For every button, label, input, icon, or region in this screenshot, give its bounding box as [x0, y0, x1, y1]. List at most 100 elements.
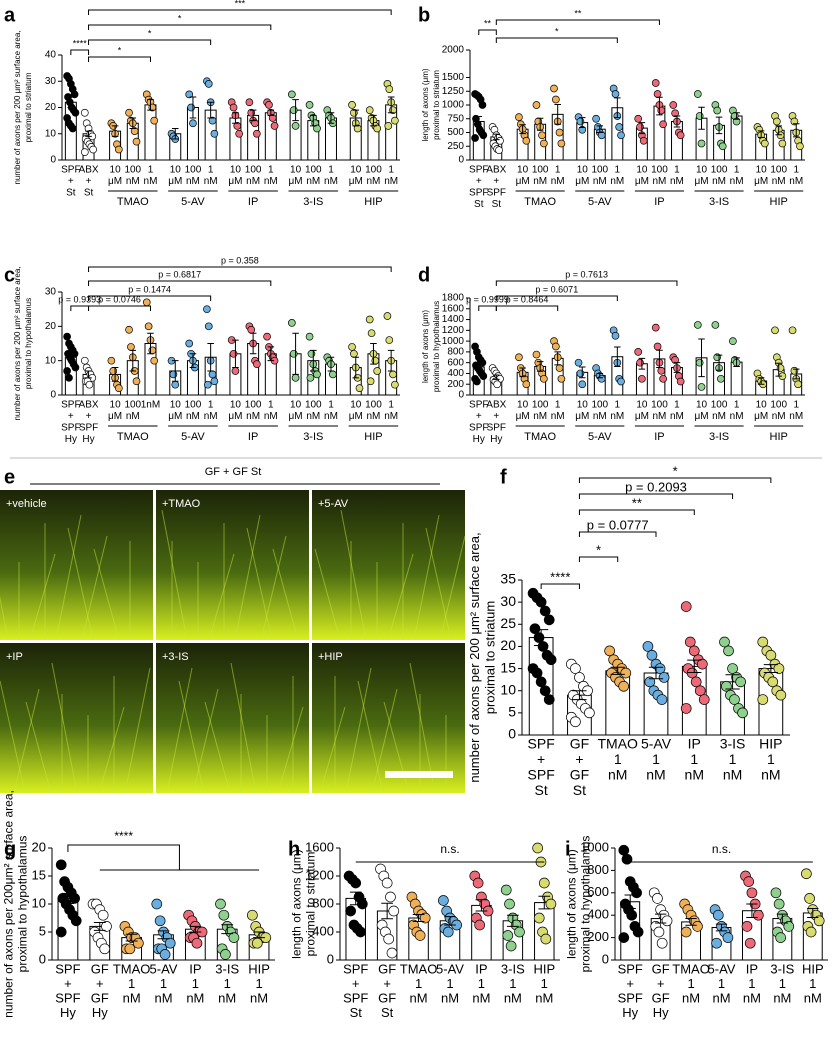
data-point	[597, 374, 606, 383]
x-tick-label: 1	[388, 165, 394, 176]
tile-label: +IP	[6, 651, 23, 663]
error-bar	[536, 361, 544, 372]
x-tick-label: SPF	[487, 188, 506, 199]
x-tick-label: 1	[255, 976, 262, 991]
panel-letter: e	[4, 466, 15, 488]
x-tick-label: 100	[305, 400, 322, 411]
data-point	[592, 114, 600, 123]
data-point	[775, 689, 787, 701]
axon-streak	[0, 595, 9, 641]
data-point	[690, 676, 702, 688]
error-bar	[85, 130, 92, 137]
data-point	[251, 119, 259, 128]
tile-label: +vehicle	[6, 498, 47, 510]
x-tick-label: SPF	[469, 400, 488, 411]
x-tick-label: 1	[541, 976, 548, 991]
data-point	[515, 353, 523, 362]
x-tick-label: 100	[711, 400, 728, 411]
data-point	[711, 321, 720, 329]
y-tick-label: 1000	[442, 336, 465, 347]
error-bar	[475, 116, 483, 127]
data-point	[717, 374, 725, 383]
x-tick-label: 100	[532, 400, 549, 411]
significance-label: *	[178, 13, 182, 23]
x-tick-label: 100	[365, 165, 382, 176]
x-tick-label: GF	[378, 990, 396, 1005]
x-tick-label: nM	[250, 990, 268, 1005]
y-tick-label: 0	[508, 726, 516, 742]
error-bar	[673, 362, 681, 373]
data-point	[653, 926, 665, 938]
data-point	[576, 117, 585, 126]
x-tick-label: GF	[570, 767, 589, 783]
x-tick-label: nM	[367, 176, 381, 187]
x-tick-label: 1	[614, 751, 622, 767]
y-tick-label: 10	[32, 895, 46, 910]
data-point	[229, 349, 238, 358]
data-point	[533, 912, 545, 924]
x-tick-label: nM	[593, 176, 607, 187]
data-point	[231, 367, 240, 375]
data-point	[656, 937, 668, 949]
significance-label: *	[673, 463, 678, 478]
data-point	[253, 360, 261, 368]
error-bar	[267, 346, 275, 362]
data-point	[210, 377, 219, 386]
data-point	[776, 131, 785, 140]
group-label: IP	[248, 196, 258, 208]
data-point	[164, 937, 176, 949]
data-point	[693, 321, 702, 329]
x-tick-label: +	[96, 976, 104, 991]
data-point	[97, 909, 109, 921]
error-bar	[370, 114, 377, 127]
y-axis-label: length of axons (μm)	[421, 68, 430, 141]
panel-letter: i	[565, 838, 571, 860]
data-point	[555, 128, 564, 137]
axon-streak	[340, 509, 367, 641]
data-point	[229, 103, 238, 112]
bar	[730, 361, 743, 396]
data-point	[617, 131, 625, 140]
x-tick-label: nM	[551, 411, 565, 422]
data-point	[794, 380, 802, 389]
data-point	[356, 898, 368, 910]
data-point	[204, 80, 213, 88]
axon-streak	[425, 527, 452, 641]
x-tick-label: GF	[91, 990, 109, 1005]
significance-label: p = 0.6071	[535, 284, 578, 294]
significance-label: ***	[235, 0, 246, 8]
x-tick-label: nM	[324, 176, 338, 187]
data-point	[741, 921, 753, 932]
data-point	[65, 373, 73, 382]
significance-label: *	[118, 45, 122, 55]
x-tick-label: 1	[388, 400, 394, 411]
significance-label: **	[574, 8, 582, 18]
error-bar	[493, 133, 500, 141]
y-tick-label: 250	[447, 141, 464, 152]
error-bar	[249, 109, 257, 122]
axon-streak	[319, 706, 346, 794]
error-bar	[370, 343, 377, 365]
x-tick-label: nM	[441, 990, 459, 1005]
group-label: HIP	[770, 196, 788, 208]
x-tick-label: SPF	[528, 767, 555, 783]
data-point	[114, 145, 123, 154]
data-point	[695, 112, 704, 120]
data-point	[80, 148, 89, 156]
axon-streak	[55, 514, 82, 641]
panel-letter: a	[4, 4, 16, 26]
x-tick-label: μM	[168, 411, 182, 422]
data-point	[626, 909, 638, 921]
data-point	[805, 926, 817, 938]
data-point	[801, 868, 812, 880]
y-tick-label: 15	[32, 867, 46, 882]
data-point	[773, 663, 785, 674]
x-tick-label: 1	[718, 976, 725, 991]
x-tick-label: +	[383, 976, 391, 991]
axon-streak	[166, 667, 193, 794]
data-point	[676, 377, 685, 386]
x-tick-label: nM	[324, 411, 338, 422]
x-tick-label: 1	[128, 976, 135, 991]
x-tick-label: 1	[192, 976, 199, 991]
